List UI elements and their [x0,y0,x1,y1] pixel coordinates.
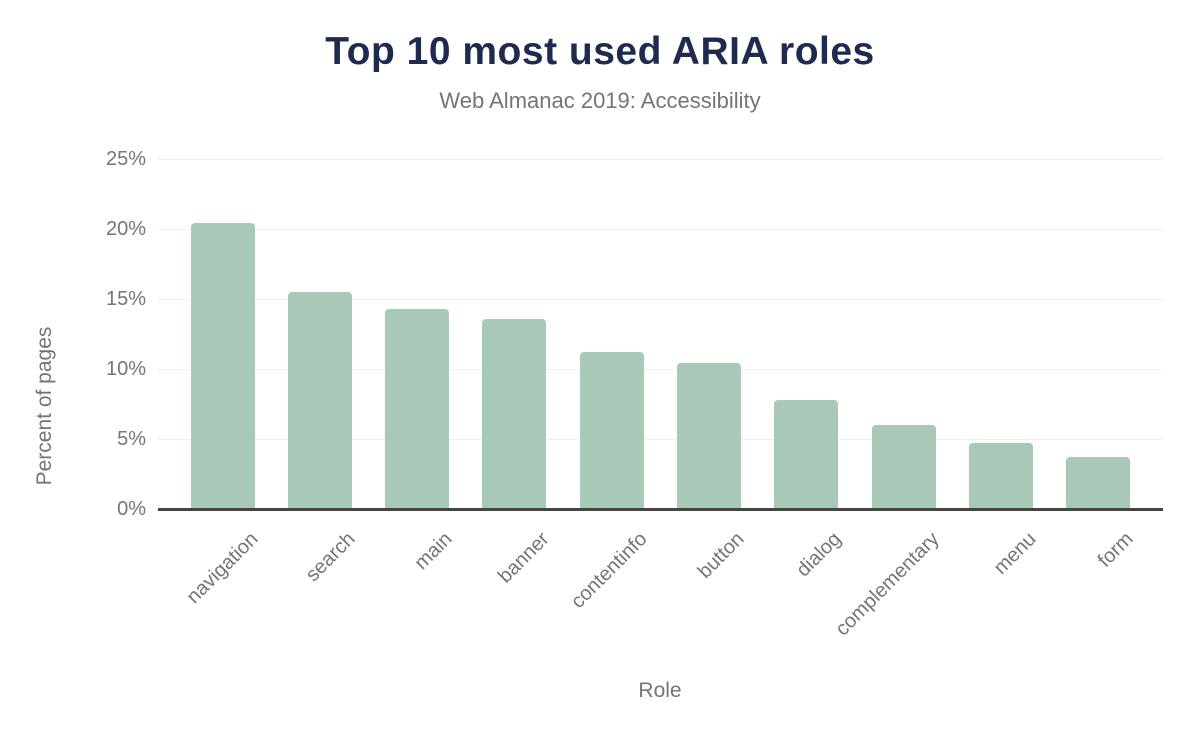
x-axis-label-form: form [1093,528,1138,572]
chart-subtitle: Web Almanac 2019: Accessibility [439,88,761,113]
gridline [158,299,1163,300]
bar-navigation [190,223,255,509]
x-axis-label-main: main [410,528,457,575]
bar-contentinfo [579,352,644,509]
y-axis-tick-label: 0% [117,498,146,520]
gridline [158,159,1163,160]
gridline [158,439,1163,440]
bar-menu [968,443,1033,509]
y-axis-tick-label: 20% [105,218,146,240]
x-axis-label-banner: banner [494,528,554,588]
x-axis-label-menu: menu [989,528,1041,579]
x-axis-label-complementary: complementary [830,528,944,641]
y-axis-title: Percent of pages [33,326,56,486]
bar-dialog [774,399,839,509]
x-axis-title: Role [638,679,682,702]
y-axis-tick-label: 5% [117,428,146,450]
x-axis-label-contentinfo: contentinfo [566,528,652,613]
chart-title: Top 10 most used ARIA roles [325,30,875,73]
y-axis-tick-label: 15% [105,288,146,310]
x-axis-label-dialog: dialog [792,528,846,582]
bar-button [677,363,741,509]
gridline [158,369,1163,370]
gridline [158,229,1163,230]
x-axis-line [158,508,1163,511]
bar-main [385,308,450,509]
bar-search [287,292,352,509]
bar-banner [482,318,547,509]
x-axis-label-navigation: navigation [182,528,263,609]
bar-complementary [871,425,936,509]
x-axis-label-button: button [693,528,749,583]
y-axis-tick-label: 25% [105,148,146,170]
y-axis-tick-label: 10% [105,358,146,380]
bar-form [1066,457,1131,509]
x-axis-label-search: search [301,528,360,587]
